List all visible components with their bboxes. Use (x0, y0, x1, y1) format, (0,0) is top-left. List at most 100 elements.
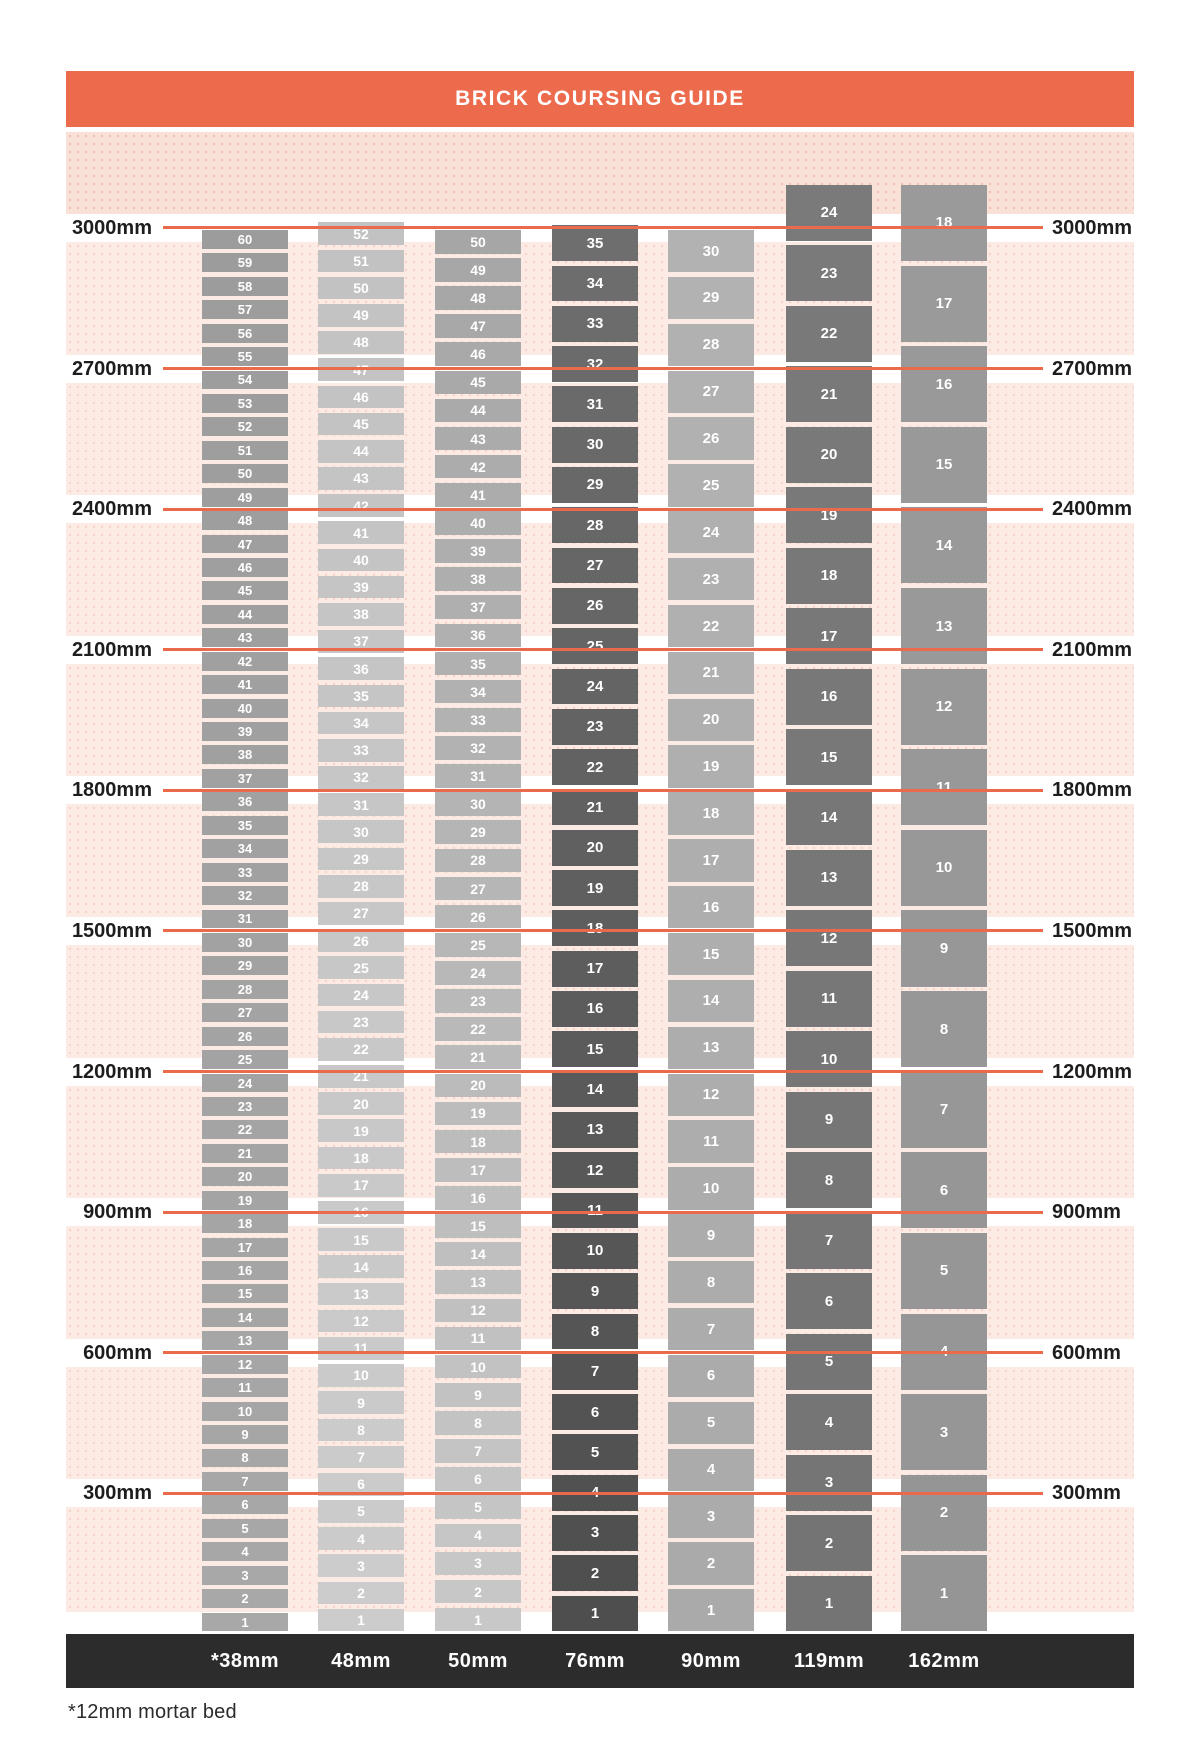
course-block: 26 (552, 587, 638, 624)
course-number: 13 (353, 1285, 369, 1302)
course-block: 22 (318, 1037, 404, 1061)
course-number: 17 (820, 627, 838, 645)
course-number: 3 (706, 1508, 716, 1526)
course-block: 20 (552, 829, 638, 866)
course-block: 26 (668, 417, 754, 460)
course-number: 12 (586, 1161, 604, 1179)
course-number: 5 (706, 1414, 716, 1432)
course-number: 31 (470, 768, 486, 784)
course-block: 1 (901, 1555, 987, 1632)
course-number: 15 (353, 1231, 369, 1248)
course-number: 25 (586, 637, 604, 655)
course-number: 18 (470, 1133, 486, 1150)
course-number: 1 (590, 1605, 600, 1623)
course-block: 10 (901, 829, 987, 906)
course-block: 17 (202, 1237, 288, 1257)
course-number: 19 (353, 1122, 369, 1139)
course-block: 17 (668, 839, 754, 882)
course-block: 15 (786, 729, 872, 786)
course-number: 21 (470, 1049, 486, 1066)
course-block: 2 (668, 1542, 754, 1585)
course-number: 51 (237, 442, 253, 458)
course-block: 39 (318, 575, 404, 599)
course-number: 8 (706, 1273, 716, 1291)
course-block: 46 (202, 557, 288, 577)
course-number: 19 (237, 1192, 253, 1208)
gridline-1200mm (163, 1070, 1043, 1074)
course-block: 28 (318, 874, 404, 898)
course-block: 1 (202, 1612, 288, 1632)
gridline-600mm (163, 1351, 1043, 1355)
course-number: 35 (353, 687, 369, 704)
course-number: 31 (353, 796, 369, 813)
course-block: 25 (435, 932, 521, 957)
course-block: 36 (202, 792, 288, 812)
course-block: 50 (202, 464, 288, 484)
course-number: 21 (237, 1145, 253, 1161)
course-number: 4 (241, 1544, 249, 1560)
course-number: 40 (237, 700, 253, 716)
course-block: 8 (668, 1261, 754, 1304)
course-number: 22 (353, 1041, 369, 1058)
course-number: 11 (587, 1203, 603, 1218)
course-block: 15 (668, 932, 754, 976)
course-number: 49 (353, 307, 369, 324)
course-number: 21 (702, 664, 720, 682)
course-number: 39 (470, 543, 486, 560)
course-block: 1 (435, 1607, 521, 1632)
course-number: 44 (237, 606, 253, 622)
course-number: 43 (470, 430, 486, 447)
course-number: 9 (706, 1226, 716, 1244)
course-block: 2 (786, 1515, 872, 1572)
course-block: 18 (435, 1129, 521, 1154)
course-number: 8 (241, 1450, 249, 1466)
course-block: 40 (435, 511, 521, 535)
course-block: 13 (318, 1282, 404, 1306)
course-number: 8 (357, 1421, 365, 1438)
course-block: 49 (435, 258, 521, 282)
course-number: 43 (237, 630, 253, 646)
course-block: 20 (202, 1167, 288, 1187)
course-block: 10 (318, 1364, 404, 1387)
course-block: 9 (435, 1382, 521, 1407)
course-number: 19 (470, 1105, 486, 1122)
course-number: 5 (357, 1503, 365, 1520)
course-block: 11 (668, 1120, 754, 1163)
course-block: 43 (435, 426, 521, 451)
course-block: 51 (318, 249, 404, 273)
course-block: 42 (202, 651, 288, 671)
course-number: 24 (353, 986, 369, 1003)
course-block: 7 (552, 1353, 638, 1390)
course-block: 5 (901, 1232, 987, 1310)
course-number: 4 (474, 1527, 482, 1544)
column-label: 162mm (908, 1650, 980, 1672)
course-block: 6 (318, 1472, 404, 1496)
course-block: 53 (202, 393, 288, 413)
course-block: 33 (318, 738, 404, 762)
course-number: 19 (586, 879, 604, 897)
course-block: 12 (668, 1073, 754, 1116)
course-block: 7 (668, 1307, 754, 1351)
course-number: 46 (353, 388, 369, 405)
course-block: 25 (668, 464, 754, 507)
course-number: 13 (935, 617, 953, 635)
course-number: 38 (470, 571, 486, 588)
course-number: 24 (237, 1075, 253, 1091)
course-number: 59 (237, 255, 253, 271)
course-number: 35 (586, 234, 604, 252)
course-block: 15 (318, 1228, 404, 1251)
course-block: 18 (318, 1146, 404, 1170)
course-block: 30 (552, 426, 638, 463)
course-block: 36 (435, 623, 521, 648)
course-number: 18 (702, 805, 720, 822)
course-block: 2 (552, 1555, 638, 1592)
course-block: 43 (318, 467, 404, 490)
course-block: 24 (552, 668, 638, 705)
course-block: 14 (786, 789, 872, 846)
course-block: 44 (202, 604, 288, 624)
course-number: 28 (353, 878, 369, 895)
course-block: 4 (435, 1523, 521, 1548)
course-block: 7 (901, 1071, 987, 1148)
course-number: 14 (237, 1309, 253, 1325)
course-block: 6 (202, 1495, 288, 1515)
